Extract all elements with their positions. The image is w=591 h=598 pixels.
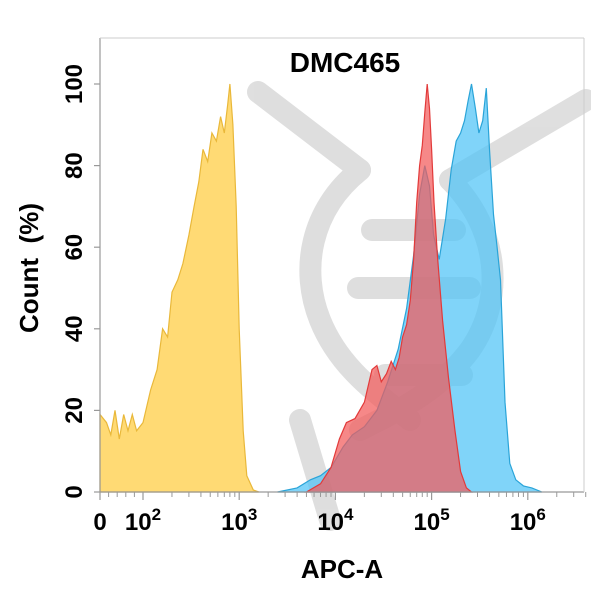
y-tick-label: 80 xyxy=(61,152,88,179)
x-tick-label: 104 xyxy=(317,505,354,536)
y-tick-label: 40 xyxy=(61,315,88,342)
y-tick-label: 0 xyxy=(61,485,88,498)
y-tick-label: 60 xyxy=(61,234,88,261)
x-tick-label: 102 xyxy=(125,505,161,536)
series-3-area xyxy=(304,83,474,493)
x-tick-label: 103 xyxy=(221,505,257,536)
y-tick-label: 100 xyxy=(61,64,88,104)
x-tick-label: 105 xyxy=(414,505,450,536)
series-layer xyxy=(99,83,543,493)
y-axis-ticks: 0 20 40 60 80 100 xyxy=(61,64,100,499)
x-tick-label: 106 xyxy=(510,505,546,536)
series-1-area xyxy=(99,83,260,493)
x-axis-label: APC-A xyxy=(301,554,384,584)
x-axis-ticks: 0102103104105106107108 xyxy=(93,492,587,536)
y-axis-label: Count (%) xyxy=(14,203,44,333)
x-tick-label: 0 xyxy=(93,509,106,536)
y-tick-label: 20 xyxy=(61,397,88,424)
chart-title: DMC465 xyxy=(290,47,400,78)
